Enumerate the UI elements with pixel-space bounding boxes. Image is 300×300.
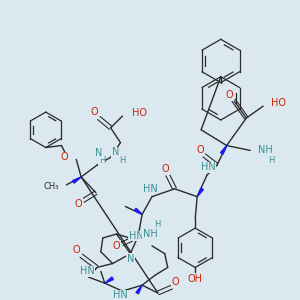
Text: N: N bbox=[95, 148, 103, 158]
Text: HN: HN bbox=[80, 266, 94, 276]
Text: O: O bbox=[162, 164, 169, 174]
Text: HN: HN bbox=[201, 162, 215, 172]
Text: O: O bbox=[226, 90, 233, 100]
Text: N: N bbox=[127, 254, 134, 264]
Text: NH: NH bbox=[258, 146, 273, 155]
Polygon shape bbox=[134, 208, 142, 214]
Text: N: N bbox=[112, 147, 119, 158]
Text: H: H bbox=[154, 220, 160, 229]
Text: HN: HN bbox=[113, 290, 128, 300]
Text: H: H bbox=[99, 156, 105, 165]
Polygon shape bbox=[136, 285, 142, 294]
Text: OH: OH bbox=[188, 274, 203, 284]
Text: HO: HO bbox=[271, 98, 286, 108]
Text: O: O bbox=[90, 107, 98, 117]
Text: HO: HO bbox=[132, 108, 147, 118]
Polygon shape bbox=[197, 188, 203, 197]
Text: HN: HN bbox=[142, 184, 158, 194]
Text: O: O bbox=[74, 199, 82, 208]
Polygon shape bbox=[220, 146, 227, 154]
Text: O: O bbox=[72, 245, 80, 255]
Text: H: H bbox=[268, 156, 274, 165]
Text: NH: NH bbox=[142, 229, 158, 239]
Text: O: O bbox=[113, 241, 120, 251]
Polygon shape bbox=[73, 177, 81, 183]
Text: CH₃: CH₃ bbox=[43, 182, 58, 191]
Text: O: O bbox=[196, 146, 204, 155]
Text: O: O bbox=[61, 152, 68, 162]
Text: HN: HN bbox=[129, 231, 144, 241]
Text: O: O bbox=[172, 277, 179, 287]
Polygon shape bbox=[105, 277, 113, 283]
Text: H: H bbox=[119, 156, 126, 165]
